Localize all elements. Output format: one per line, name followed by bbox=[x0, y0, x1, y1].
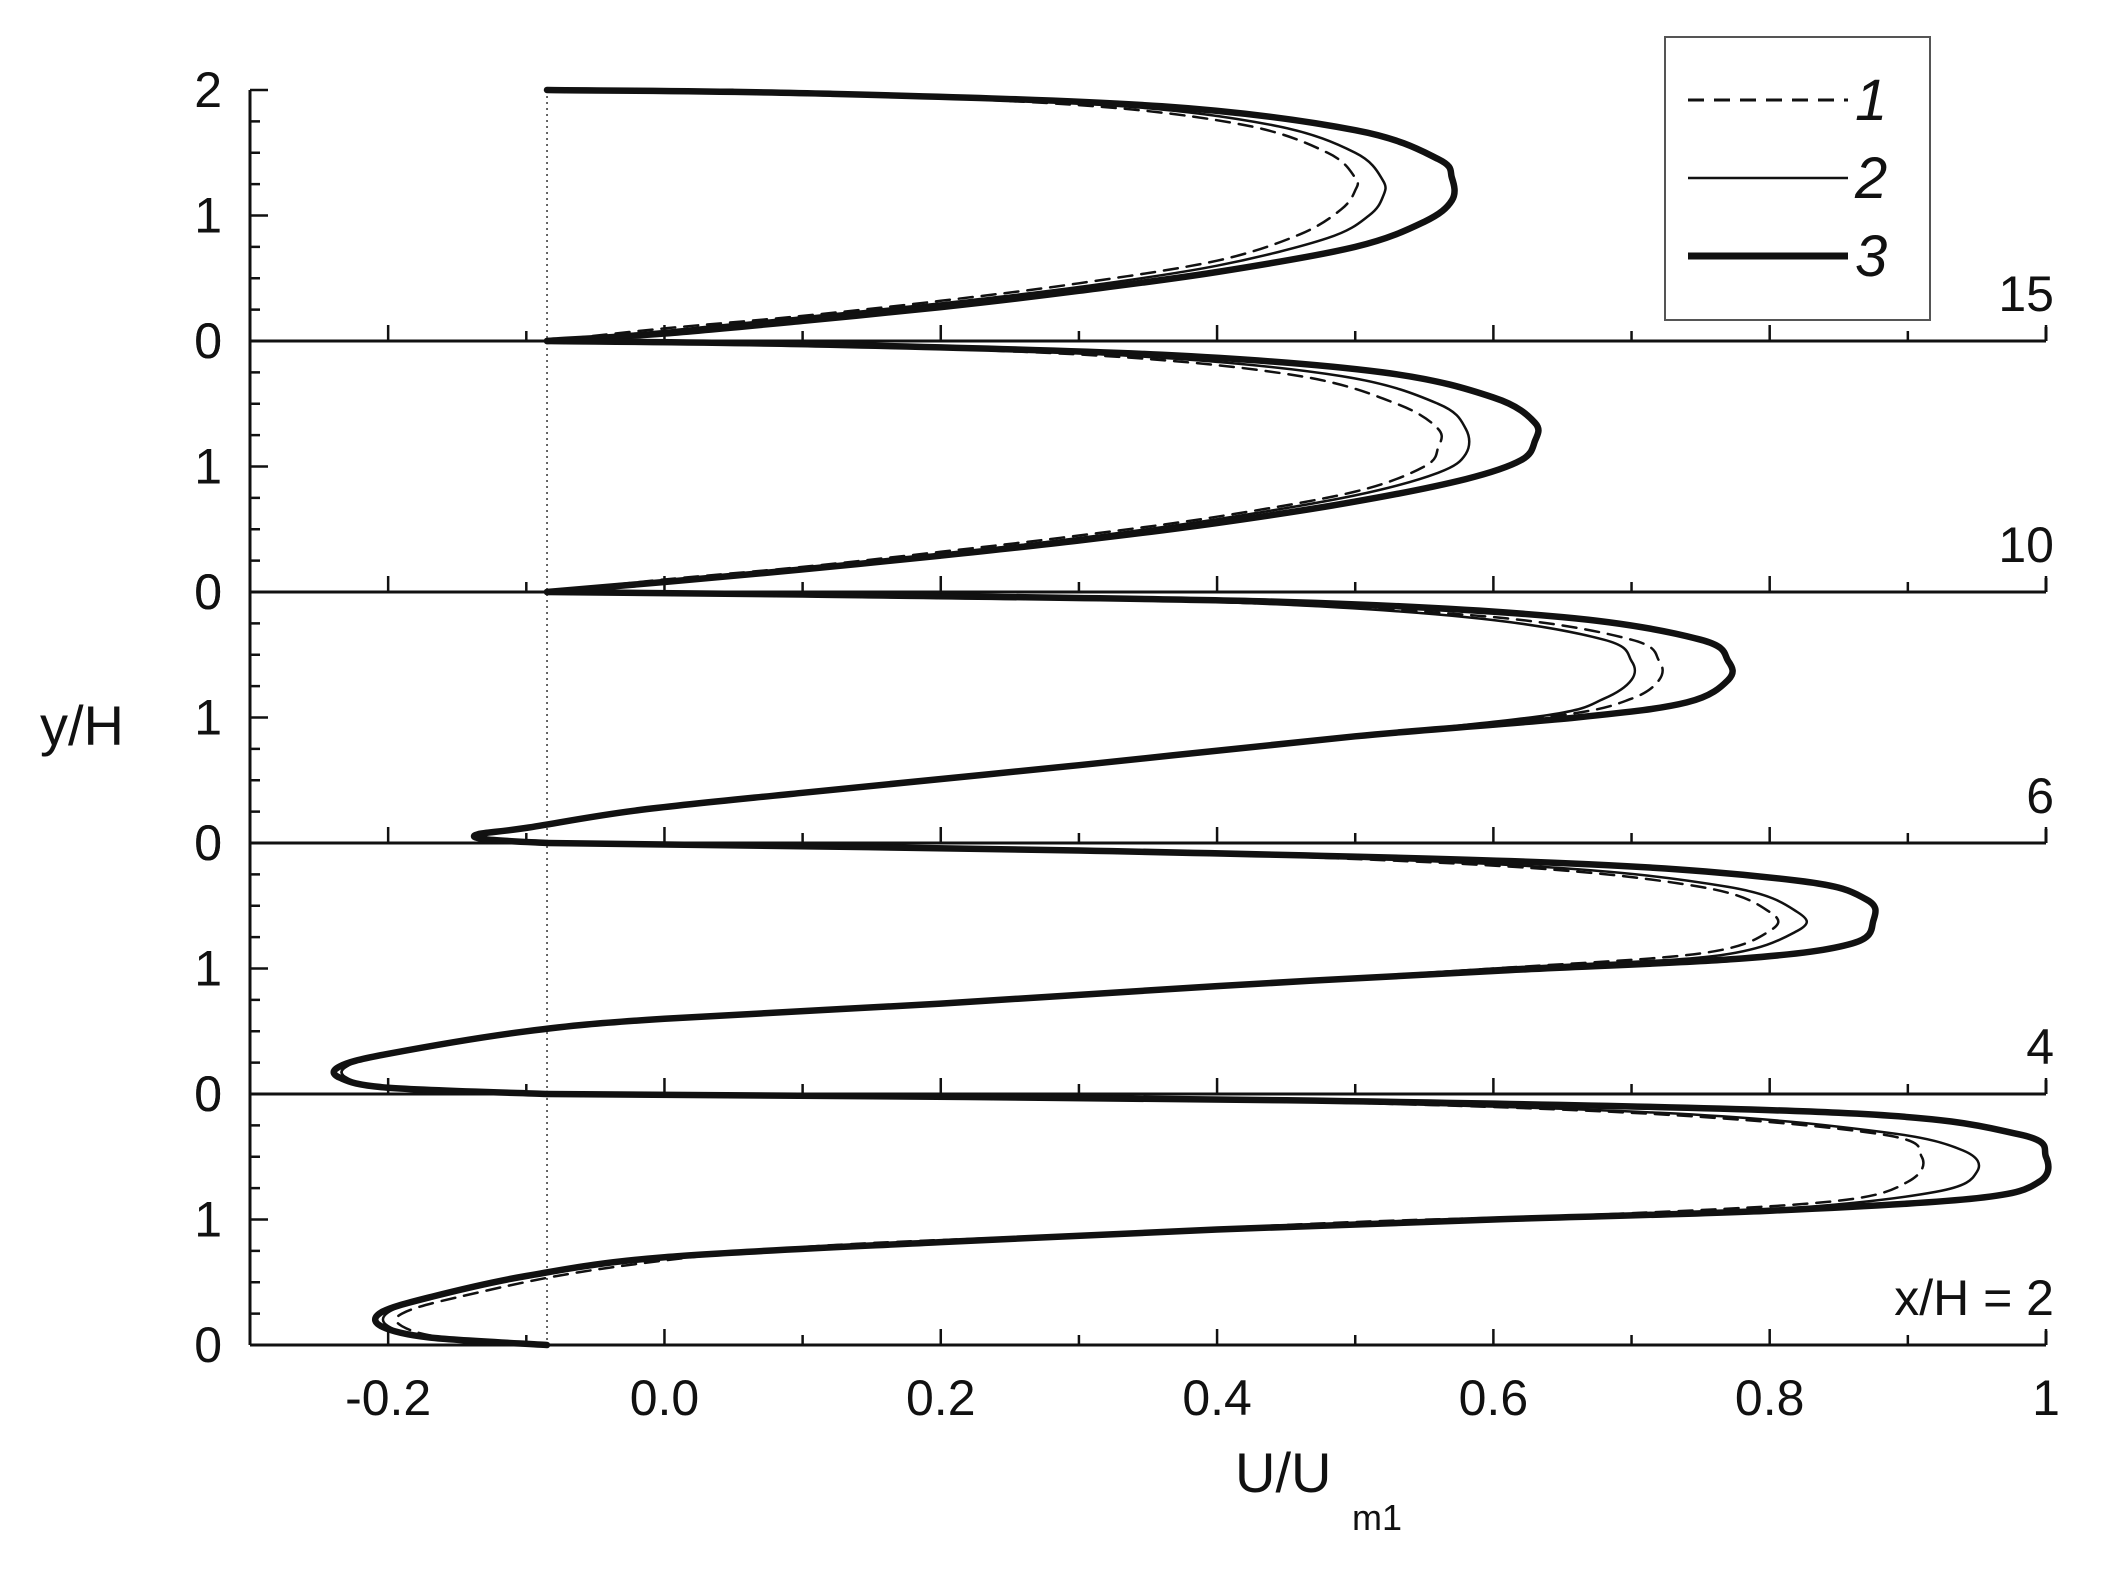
y-tick-label: 0 bbox=[194, 815, 222, 871]
legend: 1 2 3 bbox=[1664, 36, 1931, 321]
y-tick-label: 0 bbox=[194, 815, 222, 871]
x-tick-label: 0.0 bbox=[630, 1370, 700, 1426]
y-tick-label: 1 bbox=[194, 439, 222, 495]
legend-label-1: 1 bbox=[1855, 68, 1887, 133]
label-layer: -0.2 0.0 0.2 0.4 0.6 0.8 101201010101000015106… bbox=[194, 62, 2060, 1426]
y-tick-label: 0 bbox=[194, 313, 222, 369]
series-3-curve bbox=[543, 337, 1542, 596]
series-1-curve bbox=[545, 339, 1443, 594]
x-tick-label: 0.4 bbox=[1182, 1370, 1252, 1426]
panel-label: 6 bbox=[2026, 768, 2054, 824]
series-3-curve bbox=[372, 1090, 2052, 1349]
y-tick-label: 0 bbox=[194, 1066, 222, 1122]
y-tick-label: 0 bbox=[194, 564, 222, 620]
series-2-curve bbox=[381, 1092, 1981, 1347]
series-1-curve bbox=[545, 88, 1360, 343]
panel-label: 15 bbox=[1998, 266, 2054, 322]
x-axis-title: U/U bbox=[1235, 1441, 1331, 1504]
legend-label-2: 2 bbox=[1854, 146, 1887, 211]
x-tick-label: 0.2 bbox=[906, 1370, 976, 1426]
y-tick-label: 1 bbox=[194, 690, 222, 746]
y-tick-label: 0 bbox=[194, 1066, 222, 1122]
y-tick-label: 0 bbox=[194, 313, 222, 369]
series-3-curve bbox=[330, 839, 1879, 1098]
x-tick-label: 0.8 bbox=[1735, 1370, 1805, 1426]
x-tick-label: -0.2 bbox=[345, 1370, 431, 1426]
panel-label: 10 bbox=[1998, 517, 2054, 573]
y-tick-label: 0 bbox=[194, 1317, 222, 1373]
legend-label-3: 3 bbox=[1855, 224, 1887, 289]
x-tick-label: 1 bbox=[2032, 1370, 2060, 1426]
y-tick-label: 2 bbox=[194, 62, 222, 118]
y-tick-label: 1 bbox=[194, 941, 222, 997]
series-1-curve bbox=[394, 1092, 1925, 1347]
y-tick-label: 1 bbox=[194, 188, 222, 244]
panel-label: 4 bbox=[2026, 1019, 2054, 1075]
x-tick-label: 0.6 bbox=[1459, 1370, 1529, 1426]
y-axis-title: y/H bbox=[40, 694, 124, 757]
series-3-curve bbox=[543, 86, 1458, 345]
series-2-curve bbox=[545, 339, 1471, 594]
y-tick-label: 1 bbox=[194, 1192, 222, 1248]
series-layer bbox=[330, 86, 2052, 1349]
panel-label: x/H = 2 bbox=[1894, 1270, 2054, 1326]
x-axis-title-subscript: m1 bbox=[1352, 1497, 1402, 1538]
y-tick-label: 0 bbox=[194, 564, 222, 620]
series-3-curve bbox=[470, 588, 1736, 847]
